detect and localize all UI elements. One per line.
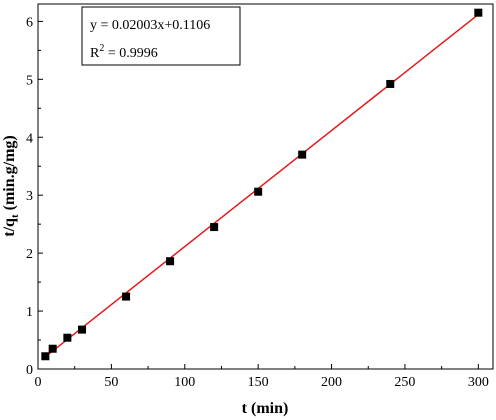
y-tick-label: 1 <box>26 305 33 320</box>
x-tick-label: 50 <box>104 375 118 390</box>
data-point <box>166 257 175 266</box>
y-axis-title-main: t/q <box>1 218 18 237</box>
fit-line <box>44 13 479 358</box>
x-tick-label: 0 <box>35 375 42 390</box>
annotation-box <box>81 6 241 66</box>
y-tick-label: 5 <box>26 73 33 88</box>
r-squared-superscript: 2 <box>99 43 104 54</box>
fit-annotation: y = 0.02003x+0.1106 R2 = 0.9996 <box>81 6 241 66</box>
y-axis-title-subscript: t <box>9 214 21 218</box>
data-point <box>122 292 131 301</box>
x-axis: 0 50 100 150 200 250 300 <box>35 364 489 390</box>
r-squared: R2 = 0.9996 <box>90 43 158 61</box>
y-tick-label: 6 <box>26 15 33 30</box>
y-axis: 0 1 2 3 4 5 6 <box>26 15 43 378</box>
r-squared-prefix: R <box>90 46 100 61</box>
data-point <box>78 325 87 334</box>
y-tick-label: 0 <box>26 363 33 378</box>
y-tick-label: 4 <box>26 131 33 146</box>
y-tick-label: 3 <box>26 189 33 204</box>
x-tick-label: 100 <box>174 375 195 390</box>
x-tick-label: 300 <box>468 375 489 390</box>
r-squared-value: = 0.9996 <box>104 46 157 61</box>
y-axis-title-units: (min.g/mg) <box>1 135 18 214</box>
plot-frame <box>37 3 494 370</box>
y-axis-title: t/qt (min.g/mg) <box>1 135 21 236</box>
data-point <box>386 79 395 88</box>
fit-equation: y = 0.02003x+0.1106 <box>90 18 210 33</box>
x-axis-title: t (min) <box>242 400 289 417</box>
x-tick-label: 150 <box>248 375 269 390</box>
x-tick-label: 250 <box>394 375 415 390</box>
data-point <box>63 333 72 342</box>
x-tick-label: 200 <box>321 375 342 390</box>
y-tick-label: 2 <box>26 247 33 262</box>
data-point <box>474 8 483 17</box>
data-point <box>210 223 219 232</box>
data-point <box>48 344 57 353</box>
data-point <box>254 187 263 196</box>
data-point <box>41 352 50 361</box>
data-points <box>41 8 483 361</box>
data-point <box>298 150 307 159</box>
